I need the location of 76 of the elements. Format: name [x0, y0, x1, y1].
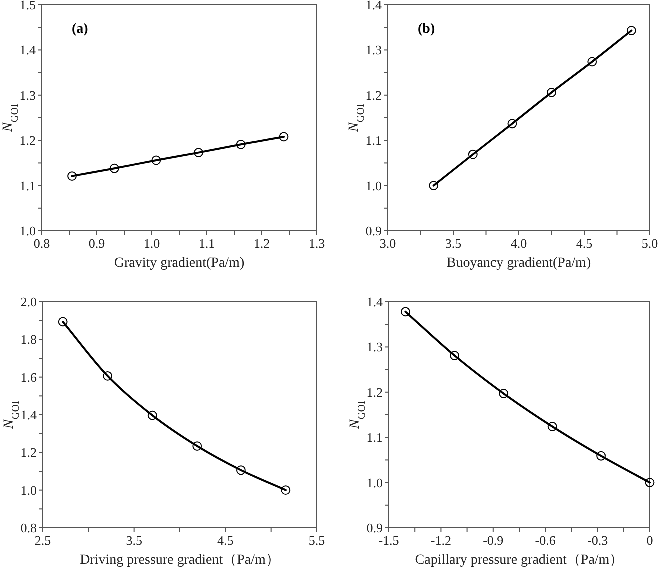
- point: [548, 422, 558, 432]
- y-tick-label: 1.0: [20, 482, 37, 498]
- annotation: (b): [418, 22, 436, 37]
- x-tick-label: 1.1: [198, 236, 216, 251]
- y-tick-label: 1.1: [20, 178, 36, 194]
- y-tick-label: 1.0: [366, 475, 383, 490]
- point: [499, 389, 509, 398]
- x-tick-label: -0.9: [483, 533, 504, 548]
- point: [236, 466, 246, 476]
- x-tick-label: 2.5: [34, 533, 52, 548]
- y-tick-label: 1.3: [20, 88, 36, 103]
- point: [645, 478, 655, 488]
- point: [588, 57, 598, 67]
- y-tick-label: 0.8: [20, 520, 37, 536]
- x-tick-label: 4.0: [510, 236, 528, 251]
- y-tick-label: 0.9: [366, 520, 383, 536]
- point: [596, 451, 606, 461]
- point: [508, 119, 518, 129]
- x-tick-label: 0.9: [88, 236, 106, 251]
- y-tick-label: 1.5: [20, 0, 36, 12]
- point: [110, 164, 120, 174]
- y-tick-label: 1.2: [366, 384, 383, 400]
- y-tick-label: 1.3: [366, 42, 382, 58]
- point: [626, 26, 636, 36]
- x-tick-label: 0: [646, 533, 654, 548]
- x-tick-label: 1.0: [144, 236, 160, 251]
- y-tick-label: 1.4: [366, 0, 382, 12]
- x-tick-label: 1.3: [308, 236, 326, 251]
- y-tick-label: 1.4: [20, 408, 38, 422]
- point: [68, 172, 77, 182]
- x-tick-label: 0.8: [34, 236, 50, 251]
- y-tick-label: 1.6: [20, 370, 38, 385]
- point: [236, 140, 246, 150]
- x-tick-label: -0.3: [588, 533, 608, 548]
- y-tick-label: 1.3: [366, 340, 383, 355]
- x-tick-label: 3.5: [445, 236, 462, 251]
- x-tick-label: 4.5: [576, 236, 593, 251]
- point: [58, 317, 68, 327]
- y-tick-label: 1.2: [20, 133, 36, 148]
- y-tick-label: 1.8: [20, 332, 37, 348]
- x-tick-label: 1.2: [254, 236, 270, 251]
- y-tick-label: 1.0: [20, 224, 36, 238]
- y-tick-label: 1.4: [20, 42, 36, 58]
- point: [547, 88, 556, 98]
- point: [279, 132, 289, 142]
- y-tick-label: 1.2: [20, 445, 37, 460]
- y-tick-label: 1.1: [366, 430, 383, 446]
- point: [192, 442, 202, 451]
- x-axis-title: Gravity gradient(Pa/m): [114, 256, 245, 271]
- point: [468, 150, 478, 160]
- x-axis-title: Capillary pressure gradient（Pa/m）: [415, 553, 624, 568]
- point: [401, 307, 410, 317]
- x-axis-title: Buoyancy gradient(Pa/m): [446, 256, 592, 271]
- x-tick-label: -1.2: [430, 533, 452, 548]
- point: [281, 486, 291, 496]
- point: [450, 351, 460, 360]
- point: [152, 156, 162, 166]
- y-tick-label: 1.4: [366, 294, 384, 310]
- point: [194, 148, 204, 158]
- x-tick-label: -1.5: [378, 533, 400, 548]
- annotation: (a): [72, 22, 89, 37]
- y-tick-label: 0.9: [366, 224, 382, 238]
- y-tick-label: 1.0: [366, 178, 382, 194]
- x-tick-label: 5.5: [308, 533, 326, 548]
- x-axis-title: Driving pressure gradient（Pa/m）: [80, 553, 280, 568]
- x-tick-label: 4.5: [218, 533, 234, 548]
- y-tick-label: 2.0: [20, 294, 37, 310]
- y-tick-label: 1.1: [366, 133, 382, 148]
- x-tick-label: -0.6: [535, 533, 556, 548]
- point: [429, 181, 439, 190]
- point: [148, 410, 158, 420]
- x-tick-label: 3.5: [126, 533, 142, 548]
- point: [103, 372, 113, 381]
- x-tick-label: 3.0: [380, 236, 396, 251]
- x-tick-label: 5.0: [642, 236, 658, 251]
- y-tick-label: 1.2: [366, 88, 382, 103]
